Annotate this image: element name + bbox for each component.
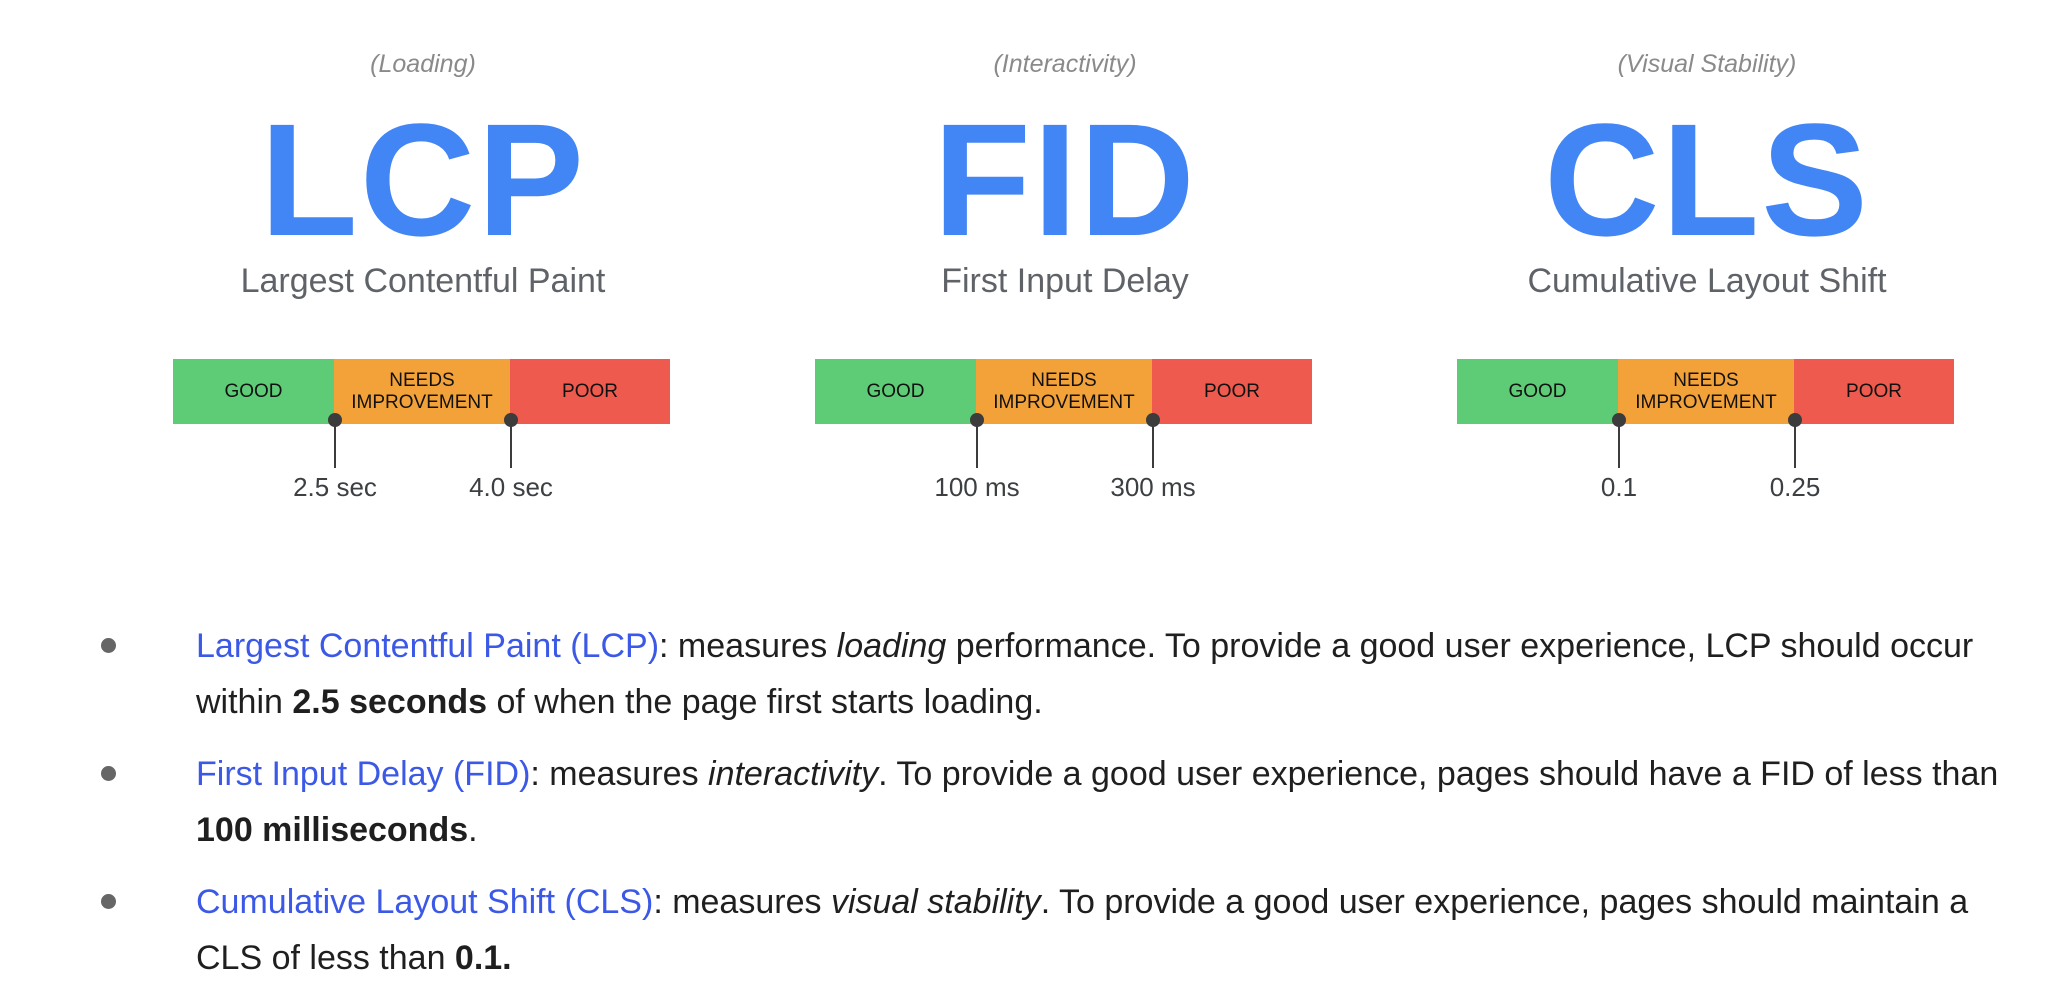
metric-abbreviation: FID [933,90,1197,269]
segment-poor: POOR [1152,359,1312,424]
metric-full-name: Cumulative Layout Shift [1527,262,1887,300]
threshold-label-good: 2.5 sec [293,472,377,502]
text-run: : measures [659,627,837,665]
metric-cls: (Visual Stability) CLS Cumulative Layout… [1447,0,1967,520]
segment-good: GOOD [173,359,334,424]
text-run: . [468,811,478,849]
fid-link[interactable]: First Input Delay (FID) [196,755,531,793]
cls-link[interactable]: Cumulative Layout Shift (CLS) [196,883,654,921]
marker-dot [504,413,518,427]
segment-label-line: NEEDS [389,369,455,391]
segment-label-line: IMPROVEMENT [993,391,1135,413]
text-run: of when the page first starts loading. [487,683,1043,721]
marker-dot [1612,413,1626,427]
list-item-text: Largest Contentful Paint (LCP): measures… [196,618,2026,730]
emphasis-text: visual stability [830,883,1041,921]
segment-label-line: IMPROVEMENT [1635,391,1777,413]
marker-dot [1788,413,1802,427]
segment-poor: POOR [510,359,670,424]
segment-poor: POOR [1794,359,1954,424]
segment-needs-improvement: NEEDS IMPROVEMENT [334,359,510,424]
emphasis-text: loading [836,627,947,665]
text-run: . To provide a good user experience, pag… [878,755,1999,793]
threshold-marker [970,413,984,468]
metric-abbreviation: LCP [260,90,586,269]
threshold-label-poor: 4.0 sec [469,472,553,502]
strong-text: 2.5 seconds [292,683,488,721]
metric-abbreviation: CLS [1544,90,1870,269]
bullet-icon [101,638,116,653]
metric-category: (Interactivity) [993,50,1137,78]
metric-category: (Loading) [370,50,476,78]
segment-good: GOOD [1457,359,1618,424]
segment-label-line: NEEDS [1673,369,1739,391]
threshold-marker [1612,413,1626,468]
segment-good: GOOD [815,359,976,424]
threshold-marker [1146,413,1160,468]
text-run: performance. To provide a good user expe… [196,627,1974,721]
text-run: : measures [530,755,709,793]
list-item-text: Cumulative Layout Shift (CLS): measures … [196,874,2026,986]
threshold-marker [1788,413,1802,468]
threshold-marker [504,413,518,468]
metric-full-name: First Input Delay [941,262,1189,300]
metric-lcp: (Loading) LCP Largest Contentful Paint G… [163,0,683,520]
marker-dot [970,413,984,427]
threshold-label-poor: 0.25 [1769,472,1821,502]
threshold-bar: GOOD NEEDS IMPROVEMENT POOR [815,359,1312,424]
strong-text: 100 milliseconds [196,811,469,849]
threshold-label-poor: 300 ms [1110,472,1196,502]
text-run: : measures [653,883,831,921]
bullet-icon [101,894,116,909]
metric-category: (Visual Stability) [1617,50,1797,78]
threshold-bar: GOOD NEEDS IMPROVEMENT POOR [173,359,670,424]
segment-label-line: IMPROVEMENT [351,391,493,413]
marker-dot [1146,413,1160,427]
threshold-label-good: 0.1 [1600,472,1638,502]
threshold-label-good: 100 ms [934,472,1020,502]
threshold-marker [328,413,342,468]
metric-full-name: Largest Contentful Paint [240,262,606,300]
segment-label-line: NEEDS [1031,369,1097,391]
marker-dot [328,413,342,427]
metric-fid: (Interactivity) FID First Input Delay GO… [805,0,1325,520]
bullet-icon [101,766,116,781]
text-run: . To provide a good user experience, pag… [196,883,1969,977]
segment-needs-improvement: NEEDS IMPROVEMENT [976,359,1152,424]
list-item-text: First Input Delay (FID): measures intera… [196,746,2026,858]
strong-text: 0.1. [454,939,512,977]
threshold-bar: GOOD NEEDS IMPROVEMENT POOR [1457,359,1954,424]
lcp-link[interactable]: Largest Contentful Paint (LCP) [196,627,660,665]
emphasis-text: interactivity [708,755,879,793]
segment-needs-improvement: NEEDS IMPROVEMENT [1618,359,1794,424]
